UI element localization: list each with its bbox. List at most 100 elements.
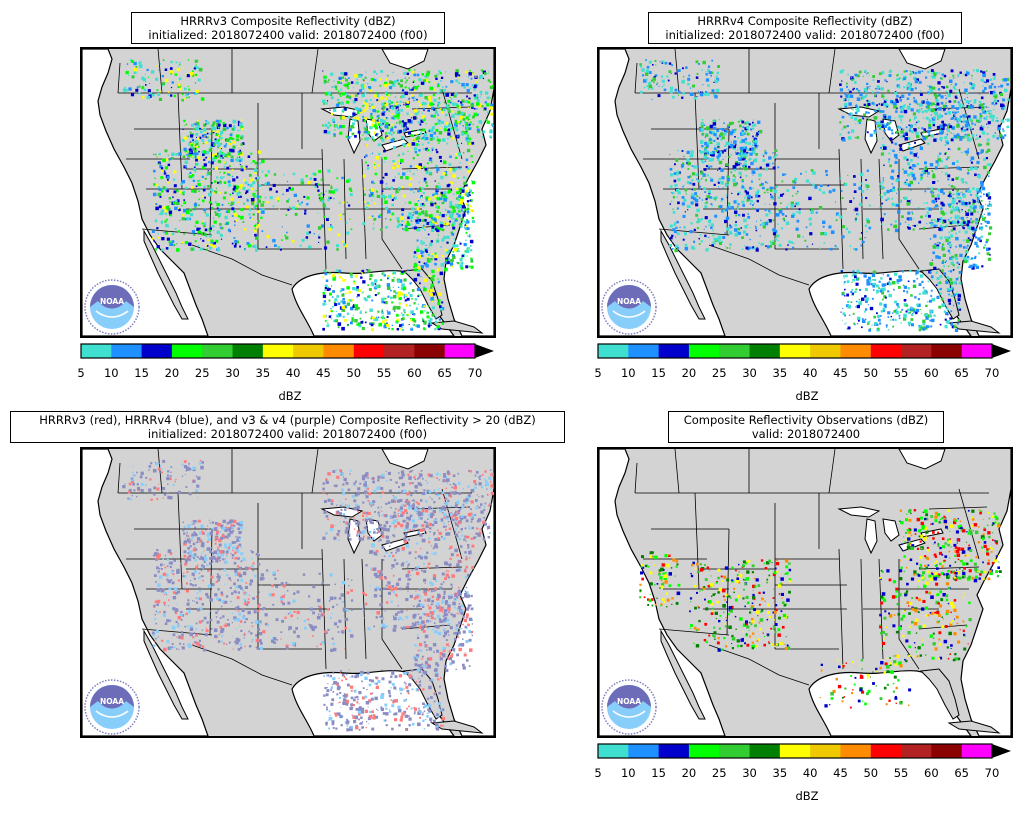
colorbar-segment: [961, 344, 993, 358]
panel-title-line1: Composite Reflectivity Observations (dBZ…: [683, 413, 929, 427]
colorbar-segment: [870, 344, 902, 358]
colorbar-segment: [111, 344, 143, 358]
colorbar-tick-label: 5: [594, 766, 602, 780]
colorbar-segment: [779, 744, 811, 758]
colorbar-segment: [384, 344, 415, 358]
precipitation-layer: [122, 459, 494, 732]
colorbar-tick-label: 65: [437, 366, 453, 380]
panel-title: HRRRv3 Composite Reflectivity (dBZ) init…: [131, 12, 445, 44]
colorbar-tick-label: 40: [802, 366, 818, 380]
colorbar-segment: [901, 344, 932, 358]
colorbar-tick-label: 40: [802, 766, 818, 780]
colorbar-tick-label: 55: [893, 366, 909, 380]
panel-title: HRRRv4 Composite Reflectivity (dBZ) init…: [648, 12, 962, 44]
colorbar-tick-label: 15: [134, 366, 149, 380]
colorbar-tick-label: 15: [651, 366, 666, 380]
colorbar-unit-label: dBZ: [795, 389, 819, 403]
colorbar-segment: [353, 344, 385, 358]
colorbar-segment: [598, 344, 629, 358]
colorbar-segment: [323, 344, 355, 358]
colorbar-segment: [840, 344, 872, 358]
panel-title: HRRRv3 (red), HRRRv4 (blue), and v3 & v4…: [10, 411, 565, 443]
colorbar-extend-arrow: [992, 344, 1011, 358]
panel-title-line1: HRRRv3 Composite Reflectivity (dBZ): [180, 14, 396, 28]
observation-map: NOAA: [597, 447, 1013, 738]
colorbar-tick-label: 20: [164, 366, 180, 380]
panel-title: Composite Reflectivity Observations (dBZ…: [668, 411, 944, 443]
colorbar-segment: [81, 344, 112, 358]
colorbar-tick-label: 60: [924, 366, 939, 380]
colorbar-segment: [749, 344, 781, 358]
colorbar-segment: [840, 744, 872, 758]
colorbar-segment: [719, 744, 751, 758]
colorbar-segment: [719, 344, 751, 358]
colorbar-tick-label: 55: [376, 366, 392, 380]
colorbar-segment: [202, 344, 234, 358]
colorbar-segment: [232, 344, 264, 358]
colorbar-tick-label: 65: [954, 766, 970, 780]
colorbar-tick-label: 35: [772, 366, 788, 380]
panel-title-line2: initialized: 2018072400 valid: 201807240…: [665, 28, 945, 42]
colorbar: 5 10 15 20 25 30 35 40 45 50 55 60 65 70 dBZ: [77, 343, 494, 403]
colorbar-tick-label: 25: [711, 366, 727, 380]
colorbar-segment: [779, 344, 811, 358]
colorbar-tick-label: 30: [742, 766, 757, 780]
colorbar-tick-label: 70: [984, 366, 1000, 380]
svg-text:NOAA: NOAA: [100, 297, 124, 306]
colorbar-tick-label: 60: [924, 766, 939, 780]
colorbar-tick-label: 30: [225, 366, 240, 380]
panel-title-line1: HRRRv4 Composite Reflectivity (dBZ): [697, 14, 913, 28]
colorbar-tick-label: 25: [194, 366, 210, 380]
colorbar-tick-label: 65: [954, 366, 970, 380]
colorbar-extend-arrow: [475, 344, 494, 358]
colorbar-tick-label: 30: [742, 366, 757, 380]
reflectivity-map: NOAA: [597, 47, 1013, 338]
colorbar: 5 10 15 20 25 30 35 40 45 50 55 60 65 70 dBZ: [594, 343, 1011, 403]
panel-title-line2: initialized: 2018072400 valid: 201807240…: [148, 28, 428, 42]
colorbar-segment: [658, 744, 690, 758]
colorbar-segment: [293, 344, 324, 358]
colorbar-tick-label: 45: [316, 366, 331, 380]
colorbar-segment: [810, 744, 841, 758]
colorbar-segment: [870, 744, 902, 758]
colorbar-segment: [414, 344, 446, 358]
colorbar-tick-label: 5: [77, 366, 85, 380]
colorbar-segment: [931, 744, 963, 758]
colorbar-segment: [749, 744, 781, 758]
panel-title-line2: initialized: 2018072400 valid: 201807240…: [147, 427, 428, 441]
colorbar-segment: [931, 344, 963, 358]
colorbar: 5 10 15 20 25 30 35 40 45 50 55 60 65 70 dBZ: [594, 743, 1011, 803]
colorbar-tick-label: 50: [346, 366, 362, 380]
colorbar-tick-label: 35: [255, 366, 271, 380]
precipitation-layer: [639, 509, 1002, 709]
colorbar-segment: [171, 344, 203, 358]
panel-title-line1: HRRRv3 (red), HRRRv4 (blue), and v3 & v4…: [39, 413, 536, 427]
colorbar-tick-label: 20: [681, 766, 697, 780]
colorbar-segment: [901, 744, 932, 758]
colorbar-segment: [262, 344, 294, 358]
colorbar-tick-label: 50: [863, 366, 879, 380]
colorbar-segment: [961, 744, 993, 758]
colorbar-segment: [628, 344, 660, 358]
colorbar-tick-label: 35: [772, 766, 788, 780]
colorbar-tick-label: 70: [984, 766, 1000, 780]
colorbar-segment: [688, 744, 720, 758]
precipitation-layer: [639, 59, 1010, 332]
colorbar-segment: [628, 744, 660, 758]
colorbar-segment: [810, 344, 841, 358]
colorbar-tick-label: 70: [467, 366, 483, 380]
noaa-logo: NOAA: [84, 279, 140, 335]
colorbar-segment: [444, 344, 476, 358]
colorbar-tick-label: 5: [594, 366, 602, 380]
colorbar-segment: [658, 344, 690, 358]
colorbar-extend-arrow: [992, 744, 1011, 758]
colorbar-tick-label: 55: [893, 766, 909, 780]
colorbar-tick-label: 45: [833, 766, 848, 780]
colorbar-tick-label: 40: [285, 366, 301, 380]
colorbar-tick-label: 50: [863, 766, 879, 780]
colorbar-tick-label: 15: [651, 766, 666, 780]
colorbar-tick-label: 10: [620, 366, 636, 380]
colorbar-tick-label: 45: [833, 366, 848, 380]
noaa-logo: NOAA: [601, 679, 657, 735]
colorbar-tick-label: 10: [103, 366, 119, 380]
